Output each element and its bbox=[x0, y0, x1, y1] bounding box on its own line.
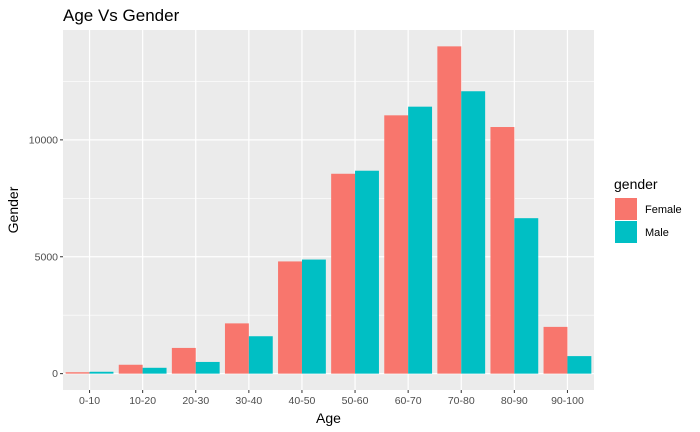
bar-female-50-60 bbox=[331, 173, 356, 374]
x-axis-title: Age bbox=[316, 410, 341, 426]
legend-title: gender bbox=[614, 176, 658, 192]
y-axis-title: Gender bbox=[5, 186, 21, 233]
bar-male-90-100 bbox=[567, 356, 592, 374]
legend-label-male: Male bbox=[645, 227, 669, 239]
bar-male-70-80 bbox=[461, 91, 486, 374]
y-axis: 0 5000 10000 bbox=[29, 134, 63, 380]
bar-male-20-30 bbox=[195, 361, 220, 374]
x-tick-label: 10-20 bbox=[129, 395, 156, 407]
x-tick-label: 70-80 bbox=[448, 395, 475, 407]
bar-male-0-10 bbox=[89, 371, 114, 374]
legend-key-female bbox=[615, 198, 637, 220]
bar-female-40-50 bbox=[278, 261, 302, 374]
y-tick-label: 10000 bbox=[29, 134, 58, 146]
chart-title: Age Vs Gender bbox=[63, 6, 180, 25]
bar-female-10-20 bbox=[118, 364, 143, 374]
x-tick-label: 30-40 bbox=[235, 395, 262, 407]
bar-male-60-70 bbox=[408, 106, 433, 374]
x-tick-label: 60-70 bbox=[395, 395, 422, 407]
bar-female-80-90 bbox=[490, 127, 515, 374]
y-tick-label: 0 bbox=[52, 368, 58, 380]
bar-male-30-40 bbox=[248, 336, 273, 374]
bar-female-30-40 bbox=[224, 323, 249, 374]
x-tick-label: 40-50 bbox=[289, 395, 316, 407]
y-tick-label: 5000 bbox=[35, 251, 59, 263]
bar-male-10-20 bbox=[142, 367, 167, 374]
legend-label-female: Female bbox=[645, 204, 682, 216]
bar-male-80-90 bbox=[514, 218, 539, 374]
bar-female-90-100 bbox=[543, 326, 568, 374]
bar-female-20-30 bbox=[171, 347, 196, 374]
x-tick-label: 50-60 bbox=[342, 395, 369, 407]
bar-male-40-50 bbox=[301, 259, 326, 374]
legend: gender Female Male bbox=[614, 176, 682, 243]
x-tick-label: 20-30 bbox=[182, 395, 209, 407]
x-tick-label: 0-10 bbox=[79, 395, 100, 407]
bars bbox=[65, 46, 592, 374]
bar-female-60-70 bbox=[384, 115, 409, 374]
bar-female-70-80 bbox=[437, 46, 462, 374]
x-tick-label: 80-90 bbox=[501, 395, 528, 407]
x-axis: 0-10 10-20 20-30 30-40 40-50 50-60 60-70 70-80 8… bbox=[79, 390, 584, 407]
x-tick-label: 90-100 bbox=[551, 395, 584, 407]
bar-female-0-10 bbox=[65, 372, 90, 374]
bar-male-50-60 bbox=[355, 170, 379, 374]
legend-key-male bbox=[615, 221, 637, 243]
